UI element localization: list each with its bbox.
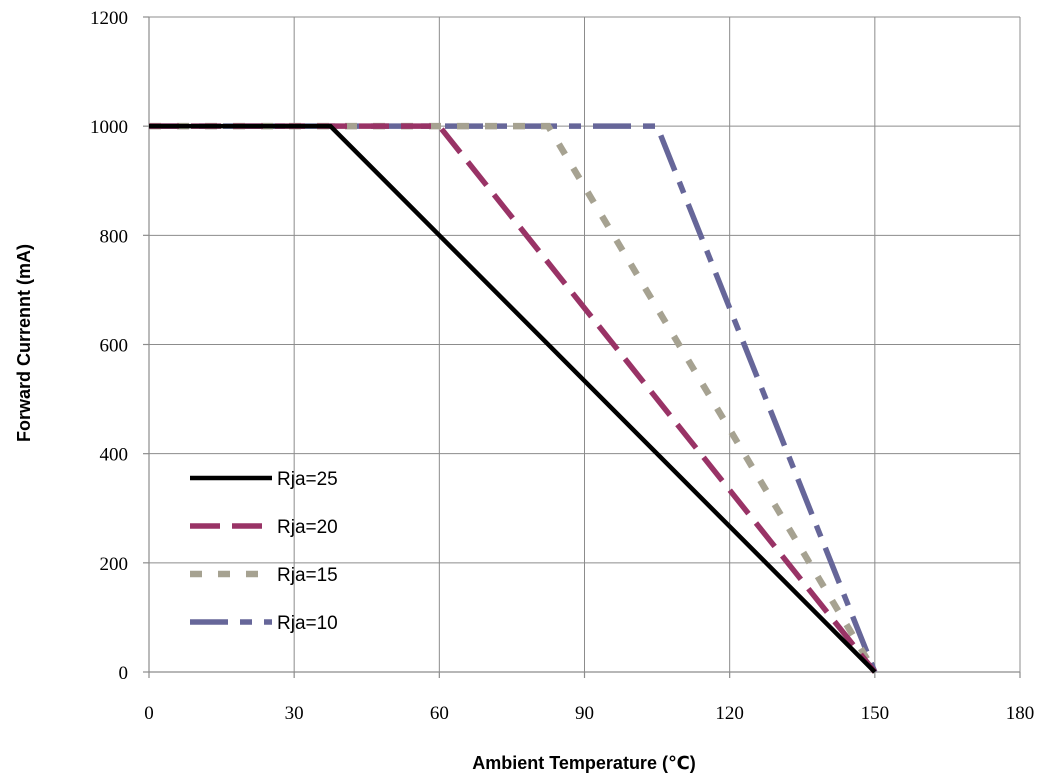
y-axis-title: Forward Currennt (mA): [14, 244, 34, 442]
legend-label-rja-25: Rja=25: [277, 469, 338, 490]
y-tick-label: 600: [100, 336, 129, 357]
legend-label-rja-20: Rja=20: [277, 517, 338, 538]
x-tick-label: 60: [430, 703, 449, 724]
x-tick-label: 0: [144, 703, 154, 724]
series-lines: [149, 122, 878, 674]
x-tick-label: 150: [861, 703, 890, 724]
legend: Rja=25 Rja=20 Rja=15 Rja=10: [190, 469, 338, 634]
legend-label-rja-15: Rja=15: [277, 565, 338, 586]
tick-labels: 0 30 60 90 120 150 180 0 200 400 600 800 1000 1200: [90, 8, 1034, 724]
y-tick-label: 200: [100, 554, 129, 575]
y-tick-label: 0: [119, 663, 129, 684]
series-line-rja-25: [149, 123, 877, 674]
x-axis-title: Ambient Temperature (℃): [472, 753, 696, 773]
y-tick-label: 400: [100, 445, 129, 466]
y-tick-label: 800: [100, 226, 129, 247]
x-tick-label: 30: [285, 703, 304, 724]
y-tick-label: 1200: [90, 8, 128, 29]
legend-label-rja-10: Rja=10: [277, 613, 338, 634]
axes: [143, 16, 1021, 678]
x-tick-label: 180: [1006, 703, 1035, 724]
y-tick-label: 1000: [90, 117, 128, 138]
x-tick-label: 90: [575, 703, 594, 724]
series-line-rja-10: [149, 123, 878, 674]
x-tick-label: 120: [715, 703, 744, 724]
series-line-rja-15: [149, 122, 878, 674]
